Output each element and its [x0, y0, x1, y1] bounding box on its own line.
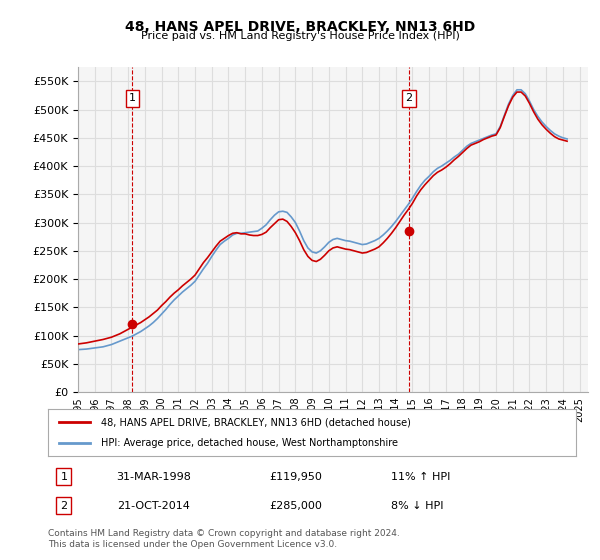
Text: Contains HM Land Registry data © Crown copyright and database right 2024.
This d: Contains HM Land Registry data © Crown c…: [48, 529, 400, 549]
Text: 2: 2: [60, 501, 67, 511]
Text: 11% ↑ HPI: 11% ↑ HPI: [391, 472, 451, 482]
Text: 2: 2: [406, 94, 413, 103]
Text: 48, HANS APEL DRIVE, BRACKLEY, NN13 6HD (detached house): 48, HANS APEL DRIVE, BRACKLEY, NN13 6HD …: [101, 417, 410, 427]
Text: 21-OCT-2014: 21-OCT-2014: [116, 501, 190, 511]
Text: £119,950: £119,950: [270, 472, 323, 482]
Text: £285,000: £285,000: [270, 501, 323, 511]
Text: HPI: Average price, detached house, West Northamptonshire: HPI: Average price, detached house, West…: [101, 438, 398, 448]
Text: Price paid vs. HM Land Registry's House Price Index (HPI): Price paid vs. HM Land Registry's House …: [140, 31, 460, 41]
Text: 1: 1: [129, 94, 136, 103]
Text: 48, HANS APEL DRIVE, BRACKLEY, NN13 6HD: 48, HANS APEL DRIVE, BRACKLEY, NN13 6HD: [125, 20, 475, 34]
Text: 31-MAR-1998: 31-MAR-1998: [116, 472, 191, 482]
Text: 1: 1: [61, 472, 67, 482]
Text: 8% ↓ HPI: 8% ↓ HPI: [391, 501, 444, 511]
